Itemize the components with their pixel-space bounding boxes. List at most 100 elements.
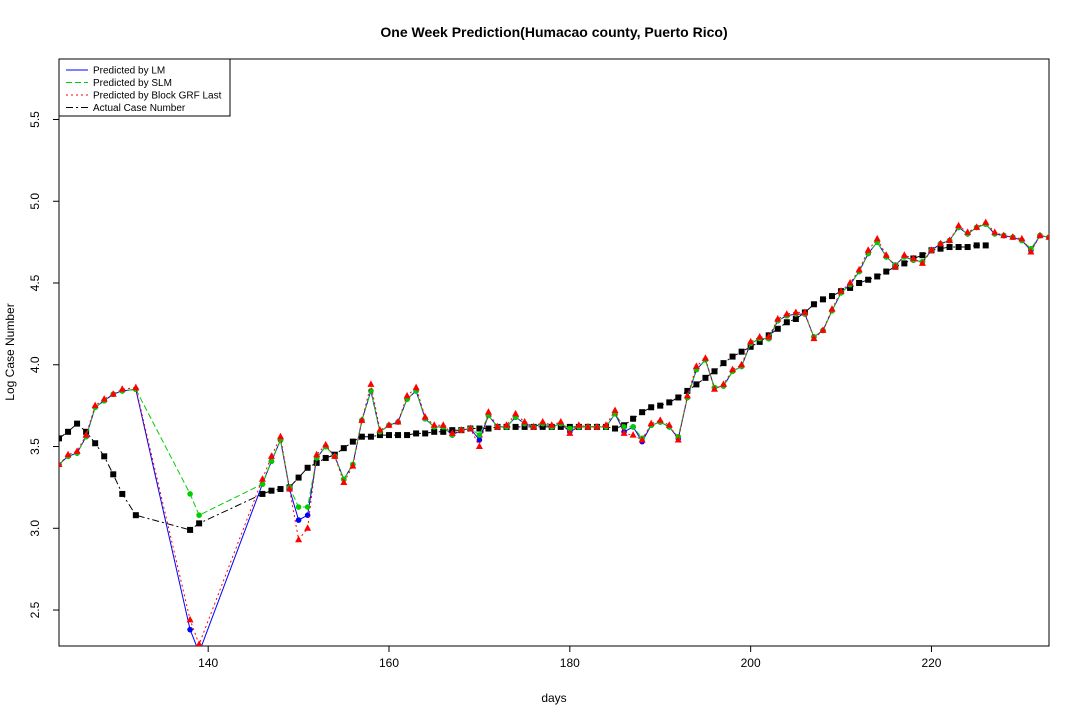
x-tick-label: 140 [198, 656, 218, 670]
data-point-predicted-by-block-grf-last [412, 383, 420, 391]
data-point-actual-case-number [92, 440, 99, 447]
data-point-predicted-by-lm [295, 517, 302, 523]
data-point-actual-case-number [196, 520, 203, 527]
data-point-predicted-by-block-grf-last [421, 413, 429, 420]
data-point-actual-case-number [829, 293, 836, 300]
data-point-predicted-by-block-grf-last [295, 535, 303, 543]
legend-entry-label: Predicted by Block GRF Last [93, 91, 222, 102]
data-point-actual-case-number [883, 268, 890, 275]
data-point-actual-case-number [973, 242, 980, 249]
data-point-actual-case-number [485, 425, 492, 432]
data-point-predicted-by-block-grf-last [891, 262, 899, 270]
data-point-predicted-by-block-grf-last [909, 254, 917, 261]
data-point-actual-case-number [955, 244, 962, 251]
data-point-predicted-by-block-grf-last [575, 421, 583, 428]
data-point-predicted-by-block-grf-last [602, 421, 610, 428]
data-point-actual-case-number [322, 454, 329, 461]
data-point-predicted-by-block-grf-last [638, 435, 646, 443]
data-point-actual-case-number [413, 430, 420, 437]
data-point-predicted-by-block-grf-last [512, 409, 520, 417]
data-point-actual-case-number [874, 273, 881, 280]
data-point-predicted-by-block-grf-last [765, 332, 773, 340]
data-point-actual-case-number [738, 348, 745, 355]
data-point-predicted-by-block-grf-last [1027, 247, 1035, 255]
series-line-predicted-by-block-grf-last [59, 221, 1049, 646]
data-point-actual-case-number [847, 284, 854, 291]
data-point-actual-case-number [440, 428, 447, 435]
data-point-predicted-by-block-grf-last [665, 421, 673, 428]
data-point-predicted-by-block-grf-last [674, 435, 682, 443]
data-point-actual-case-number [639, 409, 646, 416]
data-point-predicted-by-block-grf-last [964, 228, 972, 235]
data-point-predicted-by-block-grf-last [828, 305, 836, 312]
data-point-predicted-by-block-grf-last [873, 234, 881, 242]
data-point-predicted-by-block-grf-last [530, 422, 538, 430]
x-tick-label: 200 [741, 656, 761, 670]
data-point-predicted-by-block-grf-last [475, 442, 483, 450]
data-point-actual-case-number [277, 486, 284, 493]
data-point-actual-case-number [358, 433, 365, 440]
data-point-predicted-by-lm [187, 626, 193, 633]
data-point-actual-case-number [729, 353, 736, 360]
y-tick-label: 3.0 [28, 520, 42, 537]
data-point-actual-case-number [819, 296, 826, 303]
data-point-actual-case-number [187, 526, 194, 533]
data-point-predicted-by-slm [476, 432, 483, 438]
data-point-actual-case-number [304, 464, 311, 471]
legend-entry-label: Actual Case Number [93, 103, 186, 114]
data-point-predicted-by-block-grf-last [349, 462, 357, 469]
data-point-predicted-by-block-grf-last [683, 391, 691, 399]
data-point-actual-case-number [259, 490, 266, 497]
data-point-predicted-by-block-grf-last [132, 383, 140, 391]
x-tick-label: 180 [560, 656, 580, 670]
data-point-predicted-by-block-grf-last [882, 251, 890, 258]
y-axis-label: Log Case Number [3, 303, 17, 400]
data-point-predicted-by-block-grf-last [747, 337, 755, 345]
data-point-predicted-by-block-grf-last [548, 421, 556, 428]
data-point-actual-case-number [964, 244, 971, 251]
data-point-actual-case-number [512, 423, 519, 430]
legend-entry-label: Predicted by LM [93, 66, 165, 77]
data-point-predicted-by-block-grf-last [1036, 231, 1044, 239]
data-point-actual-case-number [367, 433, 374, 440]
chart-title: One Week Prediction(Humacao county, Puer… [380, 24, 727, 40]
series-line-predicted-by-slm [59, 223, 1049, 516]
data-point-predicted-by-block-grf-last [937, 239, 945, 247]
data-point-actual-case-number [119, 490, 126, 497]
data-point-predicted-by-block-grf-last [819, 326, 827, 333]
data-point-predicted-by-block-grf-last [792, 308, 800, 315]
data-point-predicted-by-block-grf-last [430, 421, 438, 428]
data-point-predicted-by-block-grf-last [100, 395, 108, 402]
data-point-actual-case-number [431, 428, 438, 435]
data-point-predicted-by-block-grf-last [837, 287, 845, 294]
data-point-actual-case-number [702, 374, 709, 381]
data-point-predicted-by-block-grf-last [503, 421, 511, 428]
legend-box [58, 58, 231, 117]
data-point-predicted-by-block-grf-last [918, 259, 926, 266]
data-point-predicted-by-block-grf-last [196, 640, 203, 646]
data-point-predicted-by-block-grf-last [720, 380, 728, 387]
data-point-predicted-by-slm [304, 504, 311, 510]
data-point-actual-case-number [630, 415, 637, 422]
data-point-actual-case-number [856, 280, 863, 287]
x-axis-label: days [541, 691, 566, 705]
data-point-predicted-by-slm [187, 491, 193, 497]
data-point-predicted-by-block-grf-last [466, 424, 474, 432]
data-point-predicted-by-block-grf-last [801, 308, 809, 315]
data-point-actual-case-number [557, 423, 564, 430]
data-point-actual-case-number [648, 404, 655, 411]
data-point-predicted-by-block-grf-last [521, 417, 529, 425]
data-point-predicted-by-block-grf-last [864, 246, 872, 253]
data-point-predicted-by-block-grf-last [109, 390, 117, 397]
data-point-actual-case-number [539, 423, 546, 430]
data-point-predicted-by-block-grf-last [973, 223, 981, 230]
data-point-predicted-by-block-grf-last [620, 429, 628, 436]
data-point-actual-case-number [340, 445, 347, 452]
data-point-actual-case-number [476, 425, 483, 432]
data-point-actual-case-number [521, 423, 528, 430]
y-tick-label: 5.5 [28, 111, 42, 128]
data-point-predicted-by-block-grf-last [557, 417, 565, 425]
